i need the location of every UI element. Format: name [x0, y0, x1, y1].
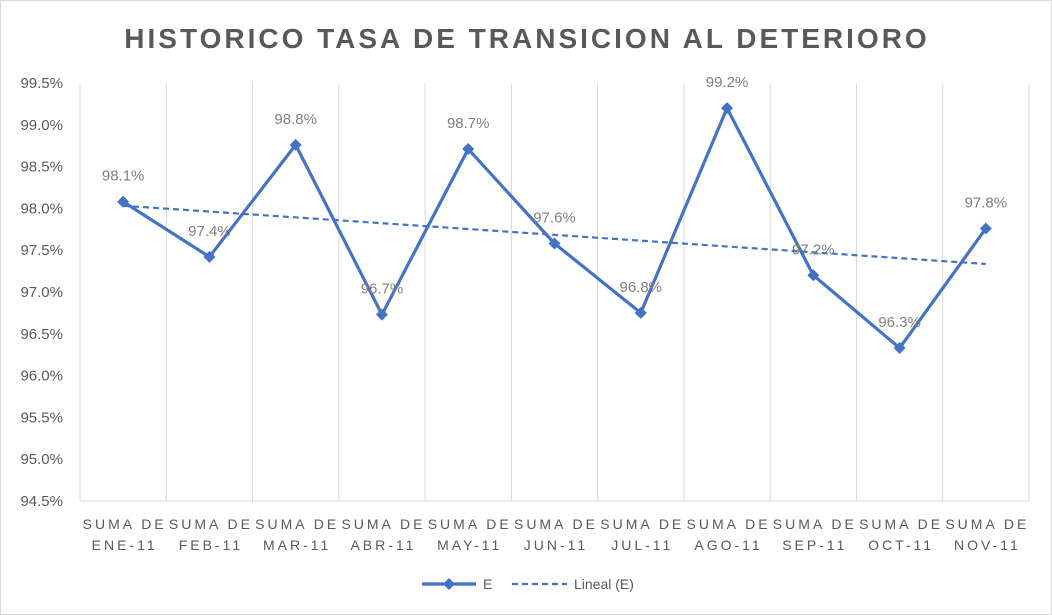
data-point: [893, 342, 906, 355]
y-tick-label: 95.0%: [20, 451, 63, 468]
y-tick-label: 95.5%: [20, 409, 63, 426]
y-tick-label: 96.5%: [20, 326, 63, 343]
x-tick-label: SUMA DE: [169, 516, 253, 532]
y-axis: 94.5% 95.0% 95.5% 96.0% 96.5% 97.0% 97.5% 98.0%…: [20, 75, 63, 510]
data-point: [203, 250, 216, 263]
data-label: 96.7%: [361, 281, 404, 298]
data-point: [117, 195, 130, 208]
y-tick-label: 97.0%: [20, 284, 63, 301]
data-point: [807, 269, 820, 282]
data-label: 97.6%: [533, 210, 576, 227]
data-label: 98.7%: [447, 115, 490, 132]
trendline: [123, 204, 986, 266]
x-tick-label: SUMA DE: [859, 516, 943, 532]
x-tick-label: SUMA DE: [600, 516, 684, 532]
x-tick-label: OCT-11: [868, 537, 934, 553]
x-tick-label: SUMA DE: [773, 516, 857, 532]
data-label: 98.8%: [274, 111, 317, 128]
data-label: 96.8%: [619, 279, 662, 296]
data-point: [979, 222, 992, 235]
data-label: 96.3%: [878, 314, 921, 331]
x-tick-label: NOV-11: [954, 537, 1021, 553]
x-tick-label: MAY-11: [437, 537, 502, 553]
x-tick-label: SEP-11: [782, 537, 847, 553]
x-axis: SUMA DE ENE-11 SUMA DE FEB-11 SUMA DE MAR-11 S…: [83, 516, 1029, 553]
x-tick-label: SUMA DE: [514, 516, 598, 532]
x-tick-label: SUMA DE: [945, 516, 1029, 532]
x-tick-label: SUMA DE: [255, 516, 339, 532]
y-tick-label: 99.5%: [20, 75, 63, 92]
y-tick-label: 98.5%: [20, 159, 63, 176]
x-tick-label: ENE-11: [92, 537, 158, 553]
legend-label-e: E: [483, 576, 492, 592]
x-tick-label: JUL-11: [611, 537, 673, 553]
y-tick-label: 97.5%: [20, 242, 63, 259]
y-tick-label: 96.0%: [20, 368, 63, 385]
x-tick-label: AGO-11: [694, 537, 762, 553]
y-tick-label: 99.0%: [20, 117, 63, 134]
y-tick-label: 94.5%: [20, 493, 63, 510]
legend-label-trend: Lineal (E): [574, 576, 634, 592]
data-label: 97.8%: [965, 194, 1008, 211]
data-point: [462, 143, 475, 156]
data-label: 97.4%: [188, 223, 231, 240]
data-label: 98.1%: [102, 168, 145, 185]
trendline-line: [123, 204, 986, 266]
x-tick-label: SUMA DE: [341, 516, 425, 532]
data-label: 99.2%: [706, 74, 749, 91]
data-labels: 98.1% 97.4% 98.8% 96.7% 98.7% 97.6% 96.8% 99.2%…: [102, 74, 1007, 331]
x-tick-label: MAR-11: [263, 537, 331, 553]
data-point: [548, 237, 561, 250]
x-tick-label: SUMA DE: [83, 516, 167, 532]
data-label: 97.2%: [792, 241, 835, 258]
data-point: [375, 308, 388, 321]
data-point: [289, 138, 302, 151]
legend: E Lineal (E): [422, 576, 634, 592]
x-tick-label: FEB-11: [179, 537, 243, 553]
x-tick-label: SUMA DE: [687, 516, 771, 532]
x-tick-label: ABR-11: [350, 537, 416, 553]
gridlines: [79, 83, 1030, 502]
chart-title: HISTORICO TASA DE TRANSICION AL DETERIOR…: [124, 23, 929, 54]
x-tick-label: SUMA DE: [428, 516, 512, 532]
y-tick-label: 98.0%: [20, 200, 63, 217]
series-e: [117, 102, 992, 355]
x-tick-label: JUN-11: [524, 537, 588, 553]
data-point: [634, 306, 647, 319]
data-point: [721, 102, 734, 115]
legend-marker-e-point: [443, 578, 455, 590]
